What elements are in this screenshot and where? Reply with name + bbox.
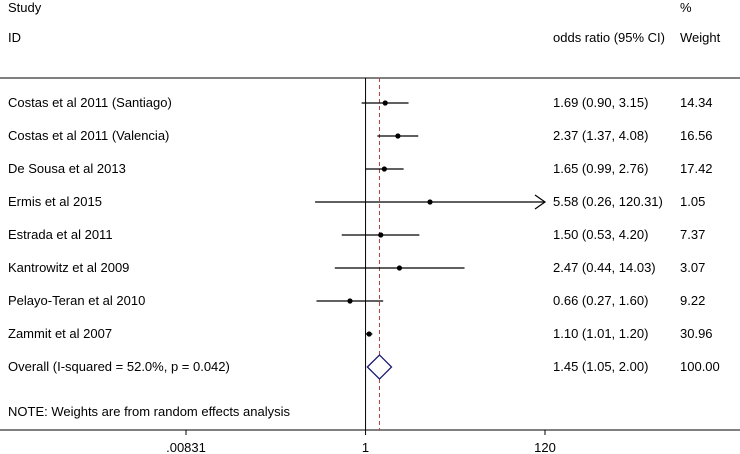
study-ci-1: 2.37 (1.37, 4.08): [553, 128, 649, 143]
point-estimate-0: [382, 100, 388, 106]
study-weight-1: 16.56: [680, 128, 713, 143]
ci-arrow-3: [534, 194, 547, 210]
study-ci-6: 0.66 (0.27, 1.60): [553, 293, 649, 308]
header-weight: Weight: [680, 30, 721, 45]
study-weight-2: 17.42: [680, 161, 713, 176]
study-ci-4: 1.50 (0.53, 4.20): [553, 227, 649, 242]
x-tick-label-0: .00831: [166, 440, 206, 454]
study-name-2: De Sousa et al 2013: [8, 161, 126, 176]
study-ci-7: 1.10 (1.01, 1.20): [553, 326, 649, 341]
header-study: Study: [8, 0, 42, 15]
study-name-3: Ermis et al 2015: [8, 194, 102, 209]
note: NOTE: Weights are from random effects an…: [8, 404, 291, 419]
study-name-0: Costas et al 2011 (Santiago): [8, 95, 172, 110]
study-ci-3: 5.58 (0.26, 120.31): [553, 194, 663, 209]
x-tick-label-2: 120: [534, 440, 556, 454]
point-estimate-4: [378, 232, 384, 238]
study-ci-5: 2.47 (0.44, 14.03): [553, 260, 656, 275]
study-name-6: Pelayo-Teran et al 2010: [8, 293, 146, 308]
study-weight-5: 3.07: [680, 260, 706, 275]
overall-ci: 1.45 (1.05, 2.00): [553, 359, 649, 374]
study-name-7: Zammit et al 2007: [8, 326, 113, 341]
overall-label: Overall (I-squared = 52.0%, p = 0.042): [8, 359, 230, 374]
point-estimate-5: [396, 265, 403, 271]
overall-diamond: [366, 354, 393, 380]
study-weight-6: 9.22: [680, 293, 706, 308]
point-estimate-1: [395, 133, 401, 139]
study-name-5: Kantrowitz et al 2009: [8, 260, 130, 275]
study-ci-0: 1.69 (0.90, 3.15): [553, 95, 649, 110]
overall-weight: 100.00: [680, 359, 720, 374]
header-percent: %: [680, 0, 692, 15]
point-estimate-2: [381, 166, 387, 172]
study-weight-0: 14.34: [680, 95, 713, 110]
header-id: ID: [8, 30, 21, 45]
study-ci-2: 1.65 (0.99, 2.76): [553, 161, 649, 176]
header-odds-ratio: odds ratio (95% CI): [553, 30, 665, 45]
point-estimate-3: [427, 199, 433, 205]
x-tick-label-1: 1: [361, 440, 370, 454]
study-weight-3: 1.05: [680, 194, 706, 209]
point-estimate-7: [366, 331, 372, 337]
study-weight-4: 7.37: [680, 227, 706, 242]
study-name-4: Estrada et al 2011: [8, 227, 113, 242]
point-estimate-6: [347, 298, 353, 304]
study-name-1: Costas et al 2011 (Valencia): [8, 128, 170, 143]
study-weight-7: 30.96: [680, 326, 713, 341]
